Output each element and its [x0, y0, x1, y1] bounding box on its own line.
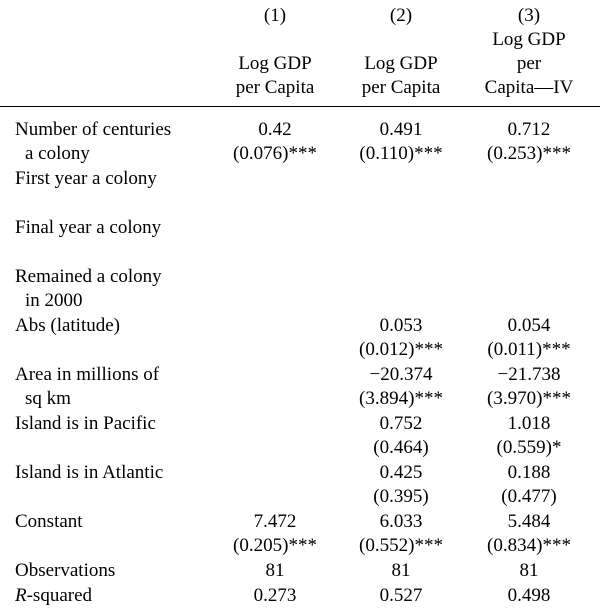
r-squared-label-rest: -squared	[26, 585, 93, 606]
col3-head-line1: Log GDP	[492, 29, 566, 50]
row-area-c2-se: (3.894)***	[359, 388, 443, 409]
row-remained-label-cont: in 2000	[25, 290, 83, 311]
row-observations-c1: 81	[265, 560, 285, 581]
row-constant-c1-se: (0.205)***	[233, 535, 317, 556]
row-pacific-c3-se: (0.559)*	[496, 437, 562, 458]
col2-head-line2: Log GDP	[364, 53, 438, 74]
col2-head-line3: per Capita	[361, 77, 441, 98]
col1-number: (1)	[263, 5, 287, 26]
col1-head-line3: per Capita	[235, 77, 315, 98]
row-constant-label: Constant	[15, 511, 83, 532]
row-atlantic-c3-se: (0.477)	[501, 486, 557, 507]
row-atlantic-c3-coef: 0.188	[507, 462, 551, 483]
row-observations-c3: 81	[519, 560, 539, 581]
row-area-c3-coef: −21.738	[497, 364, 561, 385]
row-r-squared-c1: 0.273	[253, 585, 297, 606]
row-r-squared-c3: 0.498	[507, 585, 551, 606]
col3-number: (3)	[517, 5, 541, 26]
row-final-year-label: Final year a colony	[15, 217, 162, 238]
row-area-label: Area in millions of	[15, 364, 160, 385]
row-observations-label: Observations	[15, 560, 116, 581]
row-remained-label: Remained a colony	[15, 266, 162, 287]
row-pacific-c3-coef: 1.018	[507, 413, 551, 434]
row-constant-c2-coef: 6.033	[379, 511, 423, 532]
row-abs-latitude-c3-se: (0.011)***	[487, 339, 571, 360]
row-atlantic-label: Island is in Atlantic	[15, 462, 164, 483]
row-r-squared-c2: 0.527	[379, 585, 423, 606]
row-abs-latitude-c2-coef: 0.053	[379, 315, 423, 336]
row-constant-c3-coef: 5.484	[507, 511, 551, 532]
row-atlantic-c2-se: (0.395)	[373, 486, 429, 507]
row-centuries-c3-coef: 0.712	[507, 119, 551, 140]
row-pacific-c2-se: (0.464)	[373, 437, 429, 458]
col2-number: (2)	[389, 5, 413, 26]
col1-head-line2: Log GDP	[238, 53, 312, 74]
header-rule	[0, 106, 600, 107]
row-observations-c2: 81	[391, 560, 411, 581]
row-centuries-c1-se: (0.076)***	[233, 143, 317, 164]
row-centuries-c1-coef: 0.42	[258, 119, 292, 140]
col3-head-line3: Capita—IV	[484, 77, 574, 98]
row-constant-c2-se: (0.552)***	[359, 535, 443, 556]
row-pacific-label: Island is in Pacific	[15, 413, 156, 434]
row-centuries-label: Number of centuries	[15, 119, 172, 140]
row-centuries-c2-coef: 0.491	[379, 119, 423, 140]
row-constant-c1-coef: 7.472	[253, 511, 297, 532]
row-abs-latitude-c3-coef: 0.054	[507, 315, 551, 336]
row-centuries-label-cont: a colony	[25, 143, 90, 164]
row-centuries-c2-se: (0.110)***	[359, 143, 443, 164]
row-area-c2-coef: −20.374	[369, 364, 433, 385]
col3-head-line2: per	[516, 53, 542, 74]
row-first-year-label: First year a colony	[15, 168, 157, 189]
row-pacific-c2-coef: 0.752	[379, 413, 423, 434]
r-squared-label-italic: R	[15, 585, 27, 606]
row-r-squared-label: R-squared	[15, 584, 92, 609]
row-centuries-c3-se: (0.253)***	[487, 143, 571, 164]
row-area-c3-se: (3.970)***	[487, 388, 571, 409]
row-abs-latitude-c2-se: (0.012)***	[359, 339, 443, 360]
row-atlantic-c2-coef: 0.425	[379, 462, 423, 483]
row-abs-latitude-label: Abs (latitude)	[15, 315, 121, 336]
row-area-label-cont: sq km	[25, 388, 71, 409]
row-constant-c3-se: (0.834)***	[487, 535, 571, 556]
